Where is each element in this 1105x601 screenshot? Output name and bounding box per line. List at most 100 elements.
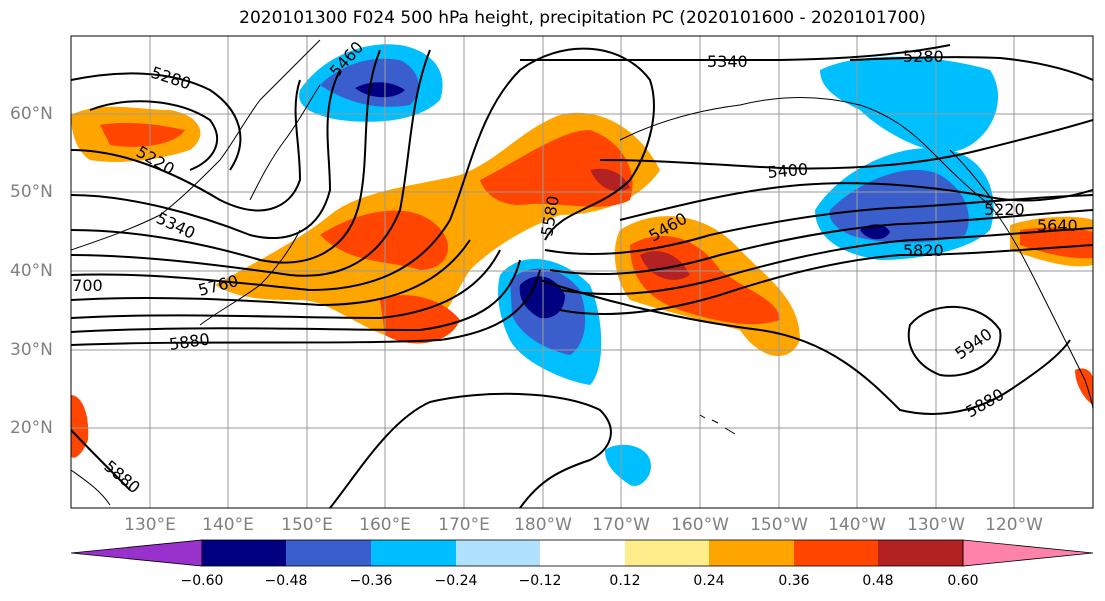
lon-label: 140°E [202, 515, 254, 535]
colorbar-swatch [456, 540, 540, 566]
colorbar-swatch [878, 540, 963, 566]
precip-fill-nw-core [100, 122, 185, 147]
contour-5460-west [71, 49, 381, 264]
contour-label: 5280 [149, 63, 194, 94]
precip-fill-bering-dark [590, 168, 630, 191]
lon-label: 170°E [438, 515, 490, 535]
coastlines [71, 39, 1093, 506]
coast-hawaii [699, 414, 736, 435]
coast-kamchatka [249, 84, 321, 201]
contour-label: 5880 [963, 385, 1008, 422]
contour-label: 5280 [903, 47, 944, 66]
lat-label: 50°N [10, 182, 53, 202]
colorbar-tick-label: 0.48 [862, 573, 894, 589]
contour-label: 5340 [707, 52, 748, 71]
colorbar-tick-label: 0.12 [609, 573, 641, 589]
contour-5640-east [544, 194, 1093, 255]
lon-label: 150°E [281, 515, 333, 535]
contour-5280-north [849, 56, 1093, 81]
colorbar-tick-label: −0.24 [434, 573, 478, 589]
contour-label: 5700 [62, 276, 103, 295]
contour-5760-east [559, 227, 1093, 296]
contour-5700-east [549, 209, 1093, 276]
contour-label: 5220 [984, 200, 1025, 219]
colorbar-extend-low [70, 539, 203, 567]
contour-5220 [89, 100, 219, 171]
colorbar-outline [201, 539, 964, 567]
coast-north-america [989, 204, 1093, 411]
lon-label: 130°E [124, 515, 176, 535]
contour-5940 [907, 305, 1002, 377]
precip-fill-dateline-deep [519, 276, 565, 319]
contour-label: 5820 [903, 241, 944, 260]
colorbar-extend-high [962, 539, 1094, 567]
colorbar-swatch [286, 540, 371, 566]
coast-alaska [619, 97, 991, 206]
contour-5880-southwest [71, 429, 131, 491]
coast-asia [71, 39, 321, 251]
precip-fill-sw-corner [71, 395, 89, 458]
map-area: 5280 5460 5340 5280 5220 5400 5580 5340 … [62, 36, 1093, 508]
colorbar-tick-label: 0.36 [778, 573, 810, 589]
colorbar-swatch [709, 540, 794, 566]
lat-label: 30°N [10, 340, 53, 360]
colorbar-swatch [202, 540, 286, 566]
map-frame [70, 35, 1094, 509]
colorbar-tick-label: −0.60 [180, 573, 224, 589]
colorbar [70, 539, 1094, 567]
graticule [71, 36, 1093, 508]
height-contours [71, 44, 1093, 508]
contour-5700 [71, 249, 501, 320]
contour-5460-east [619, 182, 1093, 221]
precip-fill-gulf-deep [860, 224, 890, 240]
contour-5580 [71, 47, 655, 292]
contour-5880-east [539, 279, 1071, 415]
lon-label: 130°W [907, 515, 965, 535]
contour-label: 5400 [767, 160, 809, 182]
precip-fill-layer [71, 44, 1093, 486]
lon-label: 150°W [750, 515, 808, 535]
contour-5820-east [559, 244, 1093, 315]
coast-sw-islands [71, 469, 111, 506]
lat-label: 60°N [10, 104, 53, 124]
colorbar-tick-label: 0.60 [947, 573, 979, 589]
contour-5880 [71, 269, 541, 346]
colorbar-tick-label: −0.12 [518, 573, 562, 589]
contour-5640 [71, 239, 471, 307]
lon-label: 160°E [359, 515, 411, 535]
lon-label: 120°W [985, 515, 1043, 535]
lat-label: 40°N [10, 261, 53, 281]
colorbar-swatch [794, 540, 878, 566]
contour-5280-west [71, 72, 242, 171]
contour-label: 5760 [196, 271, 240, 300]
contour-5400-west [71, 69, 341, 239]
contour-5340-west [71, 79, 302, 212]
colorbar-tick-label: −0.36 [349, 573, 393, 589]
lon-label: 160°W [671, 515, 729, 535]
precip-fill-npac-dark [640, 251, 690, 280]
contour-label: 5640 [1037, 216, 1078, 235]
precip-fill-kamchatka-deep [355, 82, 405, 98]
colorbar-tick-label: 0.24 [693, 573, 725, 589]
map-title: 2020101300 F024 500 hPa height, precipit… [239, 8, 926, 28]
lat-label: 20°N [10, 418, 53, 438]
precip-fill-alaska-light [820, 56, 999, 152]
contour-label: 5940 [951, 324, 995, 363]
lon-label: 180°W [514, 515, 572, 535]
contour-5340-north [520, 44, 951, 61]
contour-5520-west [71, 49, 431, 277]
contour-5760 [71, 259, 521, 333]
precip-fill-east-core [1020, 227, 1093, 259]
colorbar-swatch [625, 540, 709, 566]
contour-5880-south [329, 392, 612, 508]
precip-fill-w-pacific-blob [380, 295, 460, 344]
contour-5400-east [599, 119, 1093, 170]
lon-label: 170°W [592, 515, 650, 535]
lon-label: 140°W [828, 515, 886, 535]
colorbar-swatch [371, 540, 456, 566]
colorbar-tick-label: −0.48 [264, 573, 308, 589]
precip-fill-hawaii-light [605, 444, 651, 486]
contour-label: 5880 [100, 457, 143, 498]
colorbar-swatch [540, 540, 625, 566]
